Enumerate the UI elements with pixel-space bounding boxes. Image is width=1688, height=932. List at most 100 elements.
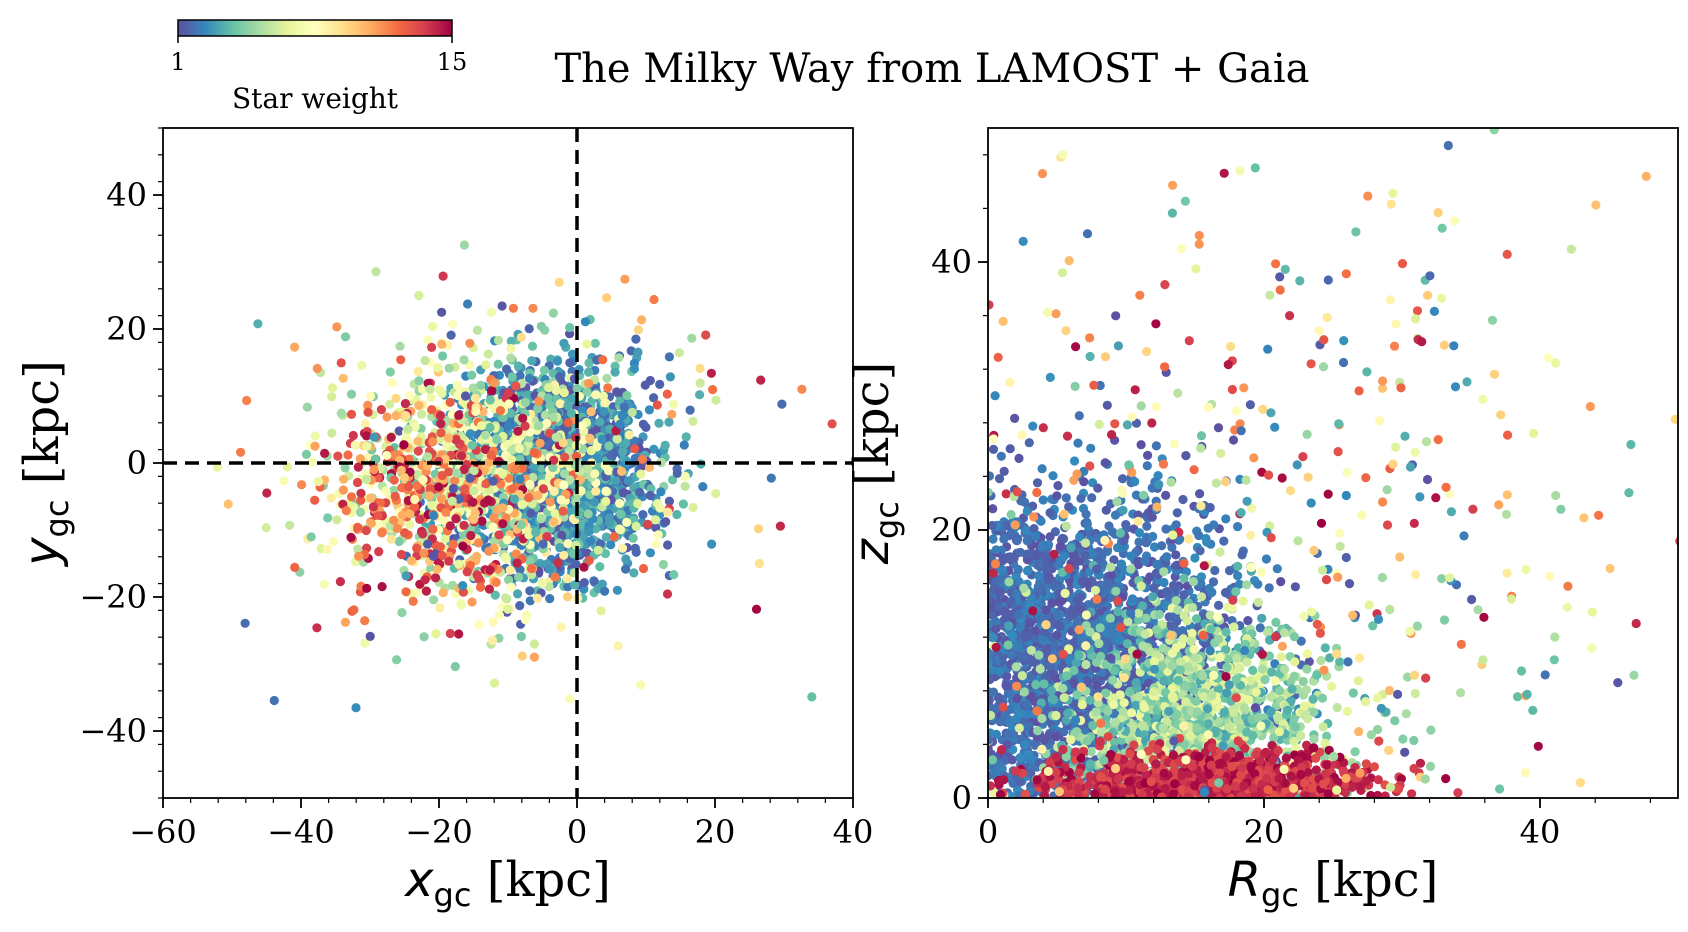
left-data-point [327,428,337,438]
left-data-point [497,301,507,311]
left-data-point [695,378,705,388]
left-data-point [600,398,611,408]
left-data-point [401,411,411,421]
left-data-point [525,479,535,489]
left-data-point [560,452,570,462]
left-data-point [412,470,422,480]
left-data-point [400,399,410,409]
left-data-point [756,375,766,385]
left-data-point [600,549,611,559]
left-data-point [508,303,518,313]
left-data-point [601,496,611,506]
left-data-point [452,380,462,390]
left-data-point [320,448,330,458]
left-data-point [429,595,439,605]
left-data-point [638,563,649,574]
right-data-point [1194,530,1204,541]
left-data-point [418,529,428,539]
left-data-point [481,360,491,370]
left-data-point [310,441,320,451]
left-data-point [593,425,604,435]
left-data-point [382,450,392,460]
right-data-point [993,601,1004,612]
right-data-point [1081,509,1091,519]
right-data-point [1130,477,1140,487]
left-data-point [339,474,349,484]
left-data-point [476,380,486,390]
left-data-point [596,606,606,616]
left-data-point [462,567,472,577]
right-data-point [1161,490,1171,500]
left-data-point [493,335,504,345]
left-data-point [669,399,679,409]
left-data-point [492,435,502,445]
left-data-point [604,513,615,523]
left-data-point [617,543,628,553]
left-data-point [410,494,420,505]
left-data-point [619,402,629,412]
left-data-point [599,406,609,417]
left-data-point [484,584,494,594]
left-data-point [452,468,462,478]
right-data-point [1306,498,1316,508]
left-data-point [563,582,573,592]
left-data-point [563,539,573,549]
left-data-point [360,419,370,429]
left-data-point [503,421,513,431]
left-data-point [465,473,475,483]
left-data-point [490,590,500,600]
left-data-point [436,419,446,429]
left-x-tick-label: 0 [567,813,587,851]
left-data-point [646,484,656,494]
left-data-point [410,502,420,512]
left-data-point [549,486,559,496]
left-data-point [454,629,464,639]
left-data-point [451,514,461,524]
left-data-point [346,389,357,399]
left-data-point [349,605,359,615]
left-data-point [307,457,317,467]
left-data-point [536,321,546,331]
left-data-point [518,413,528,423]
left-data-point [357,360,367,370]
left-data-point [450,661,460,672]
left-data-point [565,694,575,704]
left-data-point [555,399,565,409]
left-data-point [480,444,491,455]
left-data-point [559,469,570,479]
left-data-point [695,363,705,373]
left-data-point [636,469,646,479]
left-data-point [456,600,466,610]
left-data-point [405,390,415,401]
left-data-point [448,319,458,329]
left-data-point [651,539,661,549]
left-data-point [391,393,401,403]
left-data-point [584,378,594,388]
left-data-point [550,508,560,519]
left-data-point [619,488,629,498]
left-data-point [520,397,531,408]
left-data-point [615,419,625,429]
left-data-point [340,463,350,473]
left-data-point [562,574,572,584]
left-data-point [552,356,563,366]
left-data-point [466,530,476,541]
left-data-point [584,358,594,368]
left-data-point [332,322,342,332]
left-data-point [827,419,837,429]
left-data-point [428,437,438,447]
left-data-point [504,399,514,409]
left-data-point [649,444,659,454]
left-data-point [438,588,448,598]
left-data-point [797,384,807,394]
left-data-point [672,468,682,478]
left-data-point [711,489,721,499]
left-data-point [336,408,346,418]
left-data-point [435,603,445,613]
left-data-point [261,523,271,533]
left-data-point [807,692,817,702]
colorbar: 1 15 Star weight [170,19,467,115]
left-data-point [459,465,469,475]
left-data-point [529,448,539,458]
left-data-point [548,462,558,473]
